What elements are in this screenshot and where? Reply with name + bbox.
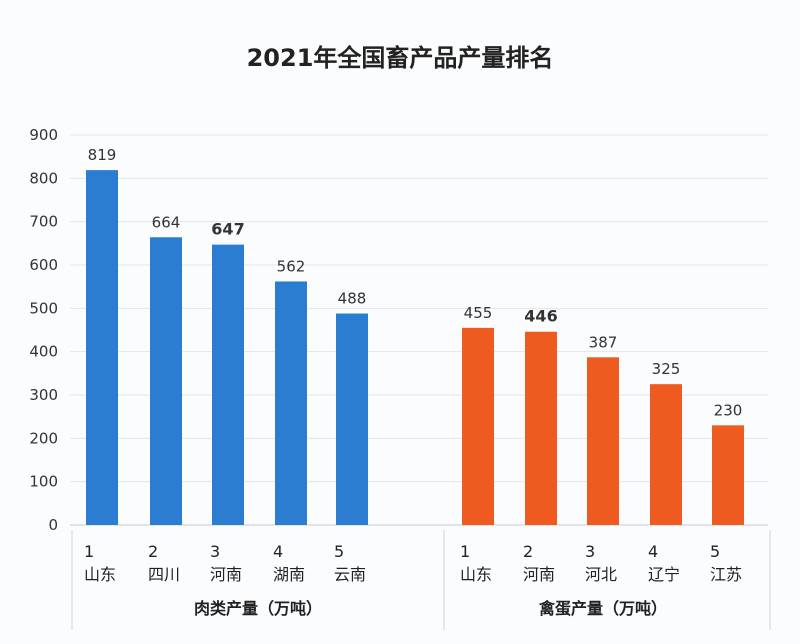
data-label: 647 bbox=[211, 220, 244, 239]
y-tick-label: 0 bbox=[48, 516, 58, 534]
category-label: 河南 bbox=[523, 565, 555, 584]
bar bbox=[650, 384, 682, 525]
data-label: 230 bbox=[714, 401, 743, 419]
bar bbox=[275, 281, 307, 525]
y-tick-label: 100 bbox=[29, 473, 58, 491]
data-label: 455 bbox=[464, 304, 493, 322]
category-label: 河南 bbox=[210, 565, 242, 584]
y-tick-label: 900 bbox=[29, 126, 58, 144]
rank-label: 4 bbox=[648, 542, 658, 561]
data-label: 664 bbox=[152, 213, 181, 231]
y-tick-label: 800 bbox=[29, 169, 58, 187]
category-label: 湖南 bbox=[273, 565, 305, 584]
data-label: 488 bbox=[338, 290, 367, 308]
bar bbox=[336, 313, 368, 525]
bar bbox=[525, 331, 557, 525]
rank-label: 2 bbox=[523, 542, 533, 561]
y-tick-label: 400 bbox=[29, 343, 58, 361]
category-label: 辽宁 bbox=[648, 565, 680, 584]
rank-label: 4 bbox=[273, 542, 283, 561]
data-label: 562 bbox=[277, 257, 306, 275]
bar bbox=[150, 237, 182, 525]
chart-title: 2021年全国畜产品产量排名 bbox=[246, 44, 554, 72]
y-tick-label: 700 bbox=[29, 213, 58, 231]
category-label: 江苏 bbox=[710, 565, 742, 584]
category-label: 四川 bbox=[148, 565, 180, 584]
category-label: 云南 bbox=[334, 565, 366, 584]
group-label: 肉类产量（万吨） bbox=[194, 599, 322, 618]
y-tick-label: 300 bbox=[29, 386, 58, 404]
rank-label: 2 bbox=[148, 542, 158, 561]
bar bbox=[712, 425, 744, 525]
data-label: 325 bbox=[652, 360, 681, 378]
rank-label: 1 bbox=[84, 542, 94, 561]
rank-label: 5 bbox=[334, 542, 344, 561]
rank-label: 3 bbox=[210, 542, 220, 561]
category-label: 山东 bbox=[460, 565, 492, 584]
bar bbox=[86, 170, 118, 525]
group-label: 禽蛋产量（万吨） bbox=[538, 599, 667, 618]
y-tick-label: 500 bbox=[29, 299, 58, 317]
data-label: 387 bbox=[589, 333, 618, 351]
data-label: 446 bbox=[524, 307, 557, 326]
bar bbox=[212, 244, 244, 525]
bar bbox=[462, 327, 494, 525]
y-tick-label: 600 bbox=[29, 256, 58, 274]
y-tick-label: 200 bbox=[29, 429, 58, 447]
category-label: 山东 bbox=[84, 565, 116, 584]
bar bbox=[587, 357, 619, 525]
rank-label: 3 bbox=[585, 542, 595, 561]
rank-label: 5 bbox=[710, 542, 720, 561]
data-label: 819 bbox=[88, 146, 117, 164]
rank-label: 1 bbox=[460, 542, 470, 561]
category-label: 河北 bbox=[585, 565, 617, 584]
